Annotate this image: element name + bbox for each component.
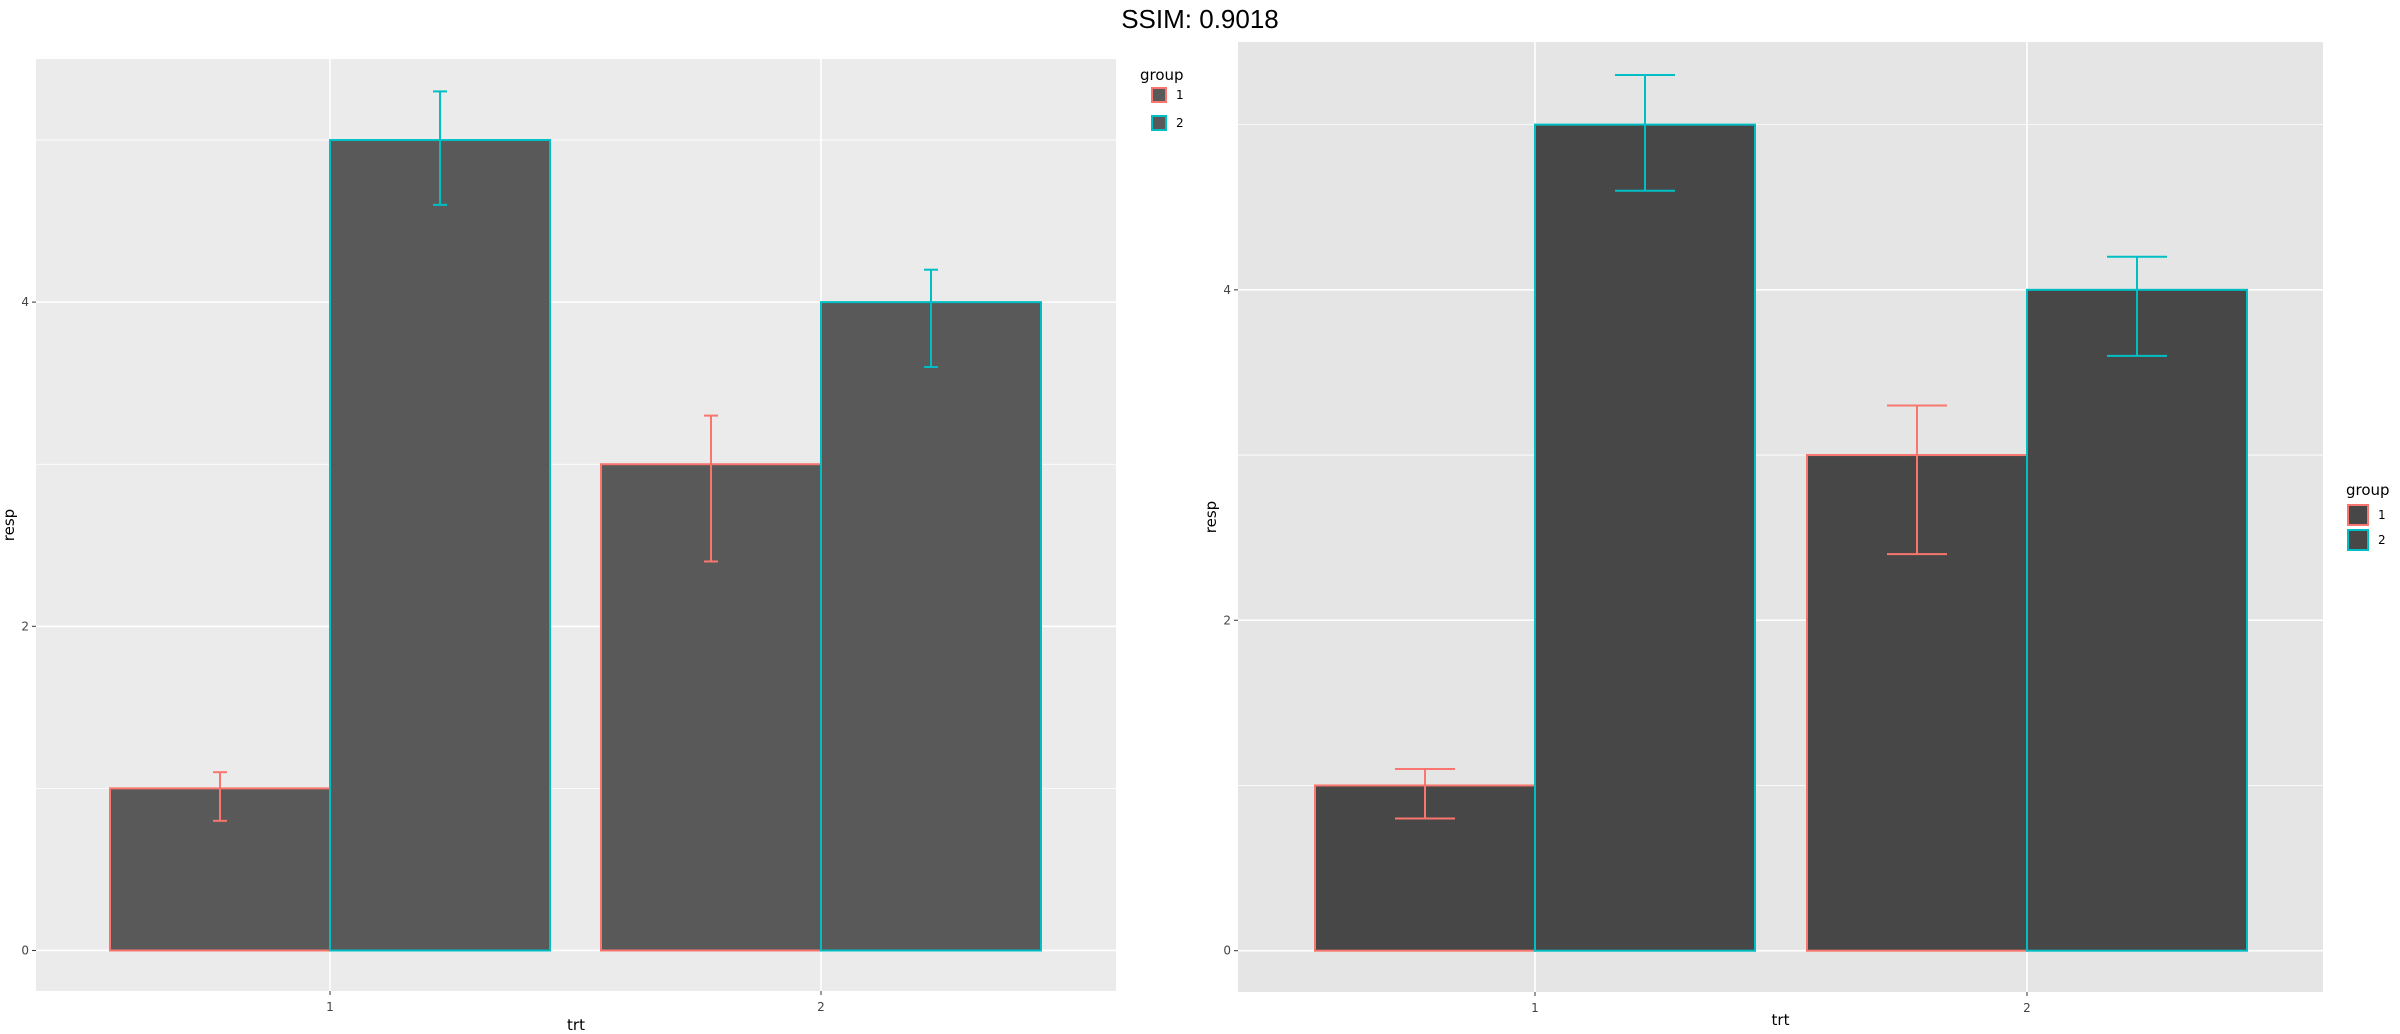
error-bar-group-1-trt-1 — [213, 771, 227, 822]
y-axis-title: resp — [1202, 501, 1220, 533]
y-tick-label: 4 — [21, 295, 29, 309]
error-bar-group-1-trt-2 — [704, 414, 718, 563]
ssim-title: SSIM: 0.9018 — [1121, 4, 1279, 34]
legend-label-2: 2 — [2378, 533, 2386, 547]
legend-label-1: 1 — [1176, 88, 1184, 102]
legend-key-1 — [2347, 504, 2369, 526]
error-bar-group-1-trt-2 — [1887, 404, 1947, 556]
x-tick-label: 1 — [1531, 1001, 1539, 1015]
x-tick-label: 1 — [326, 1000, 334, 1014]
error-bar-group-1-trt-1 — [1395, 767, 1455, 820]
error-bars — [213, 90, 938, 822]
error-bar-group-2-trt-1 — [433, 90, 447, 206]
bar-group-2-trt-1 — [329, 139, 551, 952]
x-tick-label: 2 — [2023, 1001, 2031, 1015]
legend: group 1 2 — [1140, 66, 1184, 131]
x-axis-title: trt — [1772, 1011, 1790, 1029]
y-tick-label: 2 — [1223, 613, 1231, 627]
y-axis-title: resp — [0, 509, 18, 541]
error-bar-group-2-trt-1 — [1615, 74, 1675, 192]
y-tick-label: 2 — [21, 619, 29, 633]
legend-key-2 — [2347, 529, 2369, 551]
legend-title: group — [2346, 481, 2390, 499]
y-tick-label: 0 — [1223, 944, 1231, 958]
y-axis: 0 2 4 — [21, 295, 36, 957]
y-tick-label: 0 — [21, 943, 29, 957]
legend-key-2 — [1151, 115, 1167, 131]
error-bar-group-2-trt-2 — [924, 268, 938, 368]
legend: group 1 2 — [2346, 481, 2390, 551]
error-bar-group-2-trt-2 — [2107, 255, 2167, 357]
legend-key-1 — [1151, 87, 1167, 103]
y-tick-label: 4 — [1223, 283, 1231, 297]
bar-group-2-trt-2 — [2026, 288, 2248, 952]
legend-label-2: 2 — [1176, 116, 1184, 130]
bars — [109, 139, 1042, 952]
x-tick-label: 2 — [817, 1000, 825, 1014]
bar-group-2-trt-2 — [820, 301, 1042, 952]
x-axis-title: trt — [567, 1016, 585, 1034]
legend-label-1: 1 — [2378, 508, 2386, 522]
bar-group-2-trt-1 — [1534, 123, 1756, 952]
legend-title: group — [1140, 66, 1184, 84]
error-bars — [1395, 74, 2167, 820]
y-axis: 0 2 4 — [1223, 283, 1238, 958]
